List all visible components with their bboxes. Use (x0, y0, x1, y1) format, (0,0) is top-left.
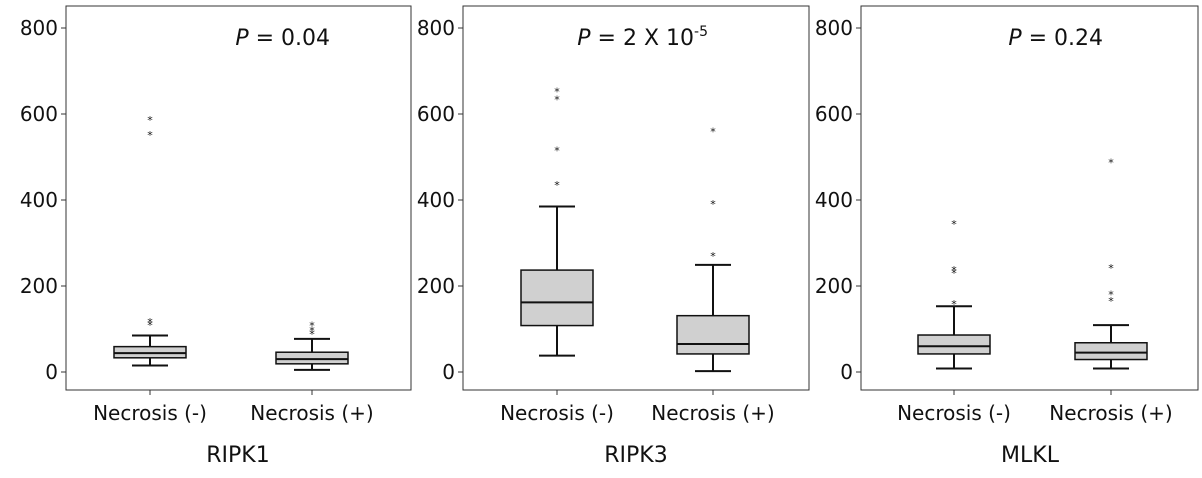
plot-frame-2 (860, 5, 1199, 391)
outlier-point: * (147, 114, 153, 127)
y-tick-label: 800 (815, 16, 853, 40)
outlier-point: * (147, 316, 153, 329)
x-tick-label: Necrosis (+) (250, 401, 373, 425)
y-tick-label: 600 (20, 102, 58, 126)
iqr-box (275, 351, 349, 365)
iqr-box (1074, 342, 1148, 361)
p-value-text: = 2 X 10 (591, 26, 694, 51)
y-tick-label: 400 (417, 188, 455, 212)
y-tick-label: 0 (45, 360, 58, 384)
y-tick-label: 0 (442, 360, 455, 384)
p-value-symbol: P (235, 26, 249, 51)
x-tick-label: Necrosis (+) (1049, 401, 1172, 425)
iqr-box (917, 334, 991, 355)
outlier-point: * (710, 125, 716, 138)
p-value-symbol: P (577, 26, 591, 51)
outlier-point: * (710, 198, 716, 211)
plot-frame-0 (65, 5, 412, 391)
outlier-point: * (554, 179, 560, 192)
outlier-point: * (1108, 295, 1114, 308)
outlier-point: * (951, 298, 957, 311)
panel-title: RIPK1 (206, 443, 269, 468)
iqr-box (520, 269, 594, 327)
outlier-point: * (951, 218, 957, 231)
y-tick-label: 800 (20, 16, 58, 40)
plot-frame-1 (462, 5, 810, 391)
y-tick-label: 200 (815, 274, 853, 298)
outlier-point: * (147, 129, 153, 142)
y-tick-label: 400 (815, 188, 853, 212)
y-tick-label: 200 (20, 274, 58, 298)
outlier-point: * (1108, 156, 1114, 169)
y-tick-label: 200 (417, 274, 455, 298)
outlier-point: * (554, 94, 560, 107)
p-value-text: = 0.04 (249, 26, 330, 51)
outlier-point: * (1108, 262, 1114, 275)
iqr-box (676, 314, 750, 355)
y-tick-label: 0 (840, 360, 853, 384)
panel-title: MLKL (1001, 443, 1060, 468)
p-value-text: = 0.24 (1022, 26, 1103, 51)
y-tick-label: 800 (417, 16, 455, 40)
outlier-point: * (951, 264, 957, 277)
x-tick-label: Necrosis (-) (93, 401, 207, 425)
p-value-annotation: P = 0.04 (235, 26, 330, 51)
y-tick-label: 400 (20, 188, 58, 212)
outlier-point: * (554, 85, 560, 98)
x-tick-label: Necrosis (-) (897, 401, 1011, 425)
outlier-point: * (309, 328, 315, 341)
x-tick-label: Necrosis (-) (500, 401, 614, 425)
p-value-annotation: P = 2 X 10-5 (577, 24, 708, 51)
y-tick-label: 600 (417, 102, 455, 126)
outlier-point: * (1108, 289, 1114, 302)
outlier-point: * (309, 324, 315, 337)
outlier-point: * (951, 267, 957, 280)
p-value-symbol: P (1008, 26, 1022, 51)
panel-title: RIPK3 (604, 443, 667, 468)
y-tick-label: 600 (815, 102, 853, 126)
p-value-annotation: P = 0.24 (1008, 26, 1103, 51)
x-tick-label: Necrosis (+) (651, 401, 774, 425)
outlier-point: * (147, 319, 153, 332)
outlier-point: * (554, 145, 560, 158)
outlier-point: * (710, 250, 716, 263)
p-value-exponent: -5 (694, 24, 708, 40)
outlier-point: * (309, 319, 315, 332)
